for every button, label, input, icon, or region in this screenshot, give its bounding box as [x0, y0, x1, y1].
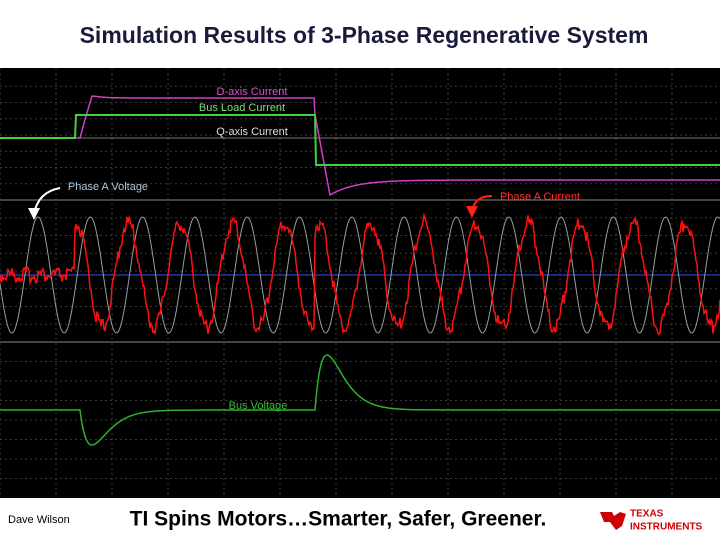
annotation: Phase A Current: [500, 191, 580, 203]
arrow-head: [28, 208, 40, 220]
slogan: TI Spins Motors…Smarter, Safer, Greener.: [130, 508, 547, 531]
annotation: D-axis Current: [217, 86, 288, 98]
slide-title: Simulation Results of 3-Phase Regenerati…: [80, 22, 649, 48]
logo-text: TEXAS: [630, 509, 664, 520]
grid: [0, 68, 720, 498]
phase-a-current-trace: [0, 212, 720, 336]
annotation: Q-axis Current: [216, 126, 288, 138]
author: Dave Wilson: [8, 514, 70, 526]
waveforms: [0, 95, 720, 446]
annotation: Phase A Voltage: [68, 181, 148, 193]
plot-background: [0, 68, 720, 498]
arrow-head: [466, 206, 478, 218]
d-axis-trace: [0, 95, 720, 197]
logo-text: INSTRUMENTS: [630, 522, 703, 533]
phase-a-voltage-trace: [0, 216, 720, 334]
footer: [0, 498, 720, 540]
annotation: Bus Voltage: [229, 400, 288, 412]
bus-load-trace: [0, 114, 720, 166]
logo-icon: [600, 512, 626, 530]
annotation: Bus Load Current: [199, 102, 285, 114]
bus-voltage-trace: [0, 354, 720, 446]
